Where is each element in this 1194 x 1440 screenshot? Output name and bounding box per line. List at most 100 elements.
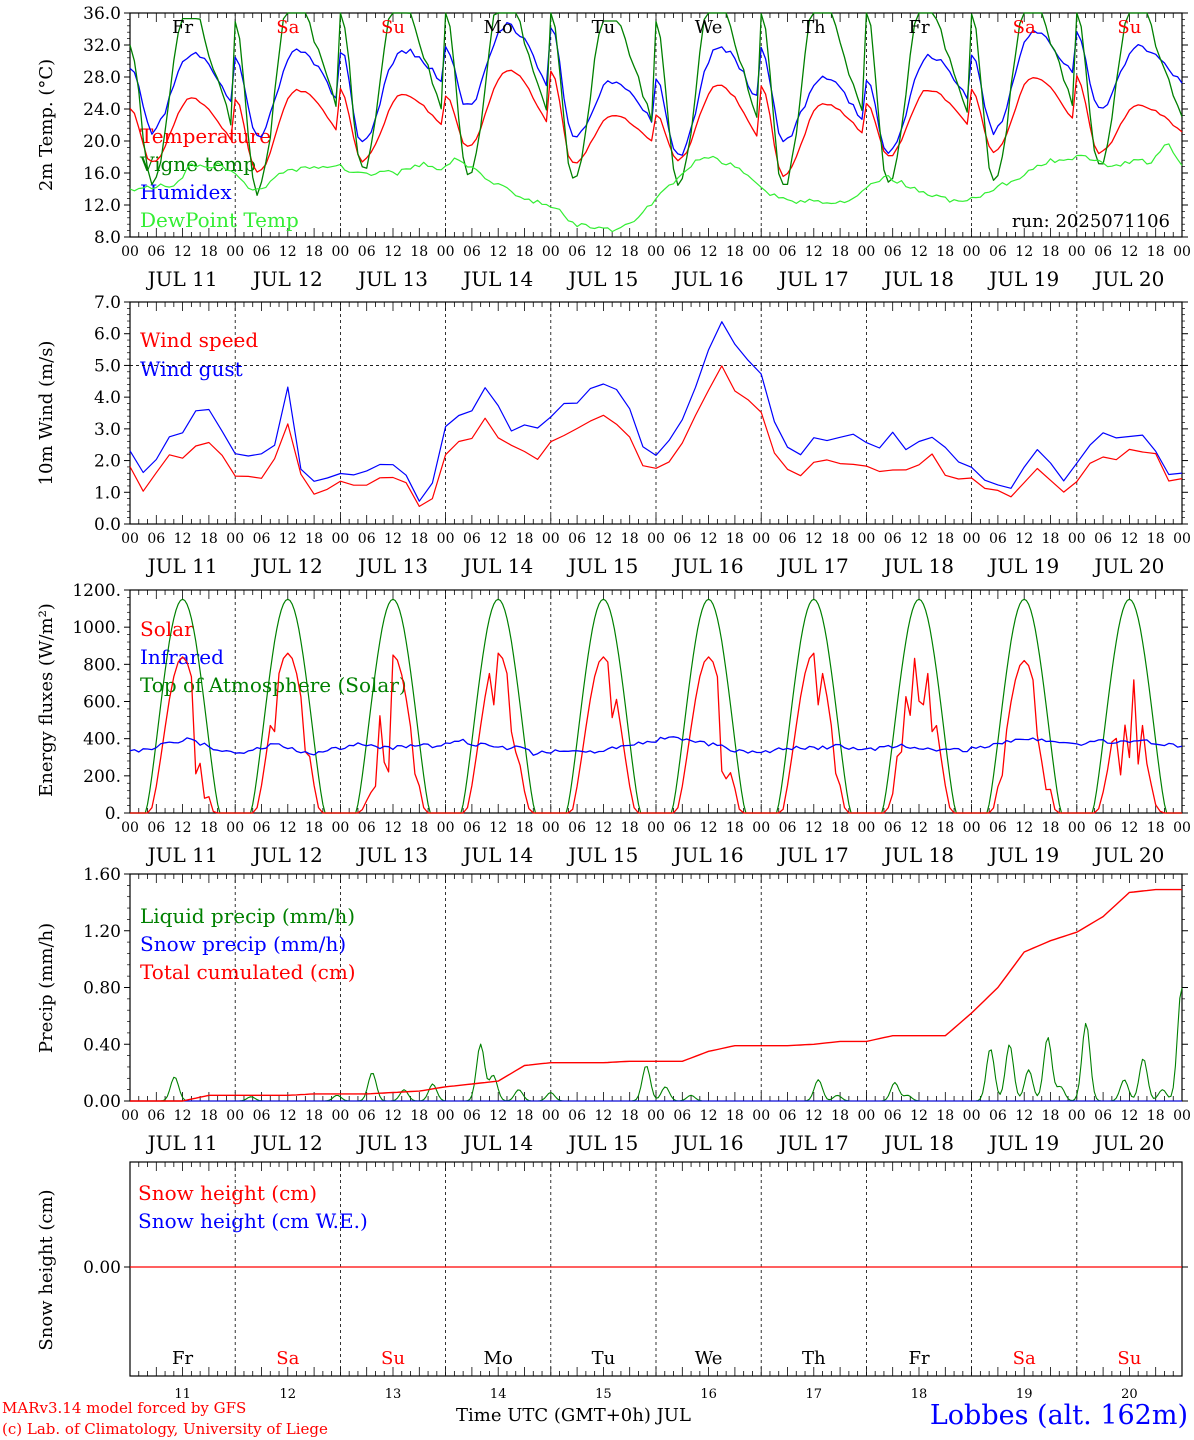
date-label: JUL 12 [251, 267, 323, 291]
hour-tick-label: 18 [410, 244, 428, 260]
y-tick-label: 7.0 [94, 293, 121, 313]
hour-tick-label: 18 [1042, 531, 1060, 547]
hour-tick-label: 00 [857, 244, 875, 260]
hour-tick-label: 18 [305, 820, 323, 836]
series-line-total-cumulated [130, 888, 1182, 1102]
hour-tick-label: 18 [1147, 1108, 1165, 1124]
y-axis-label: Precip (mm/h) [36, 923, 57, 1053]
legend-entry: DewPoint Temp [140, 208, 299, 232]
y-tick-label: 600. [83, 693, 121, 713]
hour-tick-label: 00 [752, 244, 770, 260]
hour-tick-label: 06 [779, 820, 797, 836]
hour-tick-label: 06 [253, 244, 271, 260]
series-line-temperature [129, 69, 1183, 178]
date-label: JUL 14 [461, 554, 533, 578]
date-label: JUL 20 [1092, 554, 1164, 578]
hour-tick-label: 06 [358, 531, 376, 547]
hour-tick-label: 06 [147, 1108, 165, 1124]
weekday-label: Sa [276, 17, 299, 38]
hour-tick-label: 00 [331, 820, 349, 836]
hour-tick-label: 00 [542, 244, 560, 260]
series-line-vigne-temp [129, 12, 1183, 196]
weekday-label: Fr [908, 1348, 929, 1369]
hour-tick-label: 00 [857, 1108, 875, 1124]
hour-tick-label: 18 [305, 244, 323, 260]
legend-entry: Liquid precip (mm/h) [140, 904, 355, 928]
hour-tick-label: 18 [410, 820, 428, 836]
date-label: JUL 16 [672, 843, 744, 867]
date-label: JUL 17 [777, 843, 849, 867]
date-label: JUL 11 [146, 267, 218, 291]
hour-tick-label: 06 [779, 1108, 797, 1124]
hour-tick-label: 12 [279, 531, 297, 547]
y-tick-label: 32.0 [83, 36, 121, 56]
hour-tick-label: 00 [1068, 820, 1086, 836]
date-label: JUL 12 [251, 1131, 323, 1155]
hour-tick-label: 18 [1147, 244, 1165, 260]
date-label: JUL 14 [461, 1131, 533, 1155]
hour-tick-label: 12 [384, 1108, 402, 1124]
hour-tick-label: 12 [174, 1108, 192, 1124]
y-tick-label: 12.0 [83, 196, 121, 216]
day-number-label: 16 [700, 1387, 717, 1402]
hour-tick-label: 12 [174, 820, 192, 836]
date-label: JUL 15 [566, 843, 638, 867]
hour-tick-label: 00 [963, 244, 981, 260]
date-label: JUL 13 [356, 843, 428, 867]
panel-frame [129, 589, 1183, 814]
hour-tick-label: 00 [331, 531, 349, 547]
hour-tick-label: 18 [936, 820, 954, 836]
day-number-label: 19 [1016, 1387, 1033, 1402]
y-tick-label: 0.80 [83, 979, 121, 999]
y-tick-label: 20.0 [83, 132, 121, 152]
hour-tick-label: 18 [621, 820, 639, 836]
y-axis-label: Energy fluxes (W/m²) [36, 603, 57, 797]
hour-tick-label: 18 [831, 1108, 849, 1124]
hour-tick-label: 06 [568, 244, 586, 260]
hour-tick-label: 06 [147, 531, 165, 547]
hour-tick-label: 12 [279, 244, 297, 260]
series-line-infrared [129, 736, 1183, 756]
hour-tick-label: 12 [805, 531, 823, 547]
day-number-label: 12 [280, 1387, 297, 1402]
day-number-label: 20 [1121, 1387, 1138, 1402]
date-label: JUL 19 [987, 267, 1059, 291]
y-tick-label: 36.0 [83, 4, 121, 24]
weekday-label: Sa [276, 1348, 299, 1369]
hour-tick-label: 06 [1094, 1108, 1112, 1124]
hour-tick-label: 12 [1015, 244, 1033, 260]
hour-tick-label: 12 [279, 1108, 297, 1124]
series-line-wind-speed [129, 365, 1183, 507]
y-tick-label: 4.0 [94, 388, 121, 408]
y-tick-label: 6.0 [94, 325, 121, 345]
date-label: JUL 14 [461, 843, 533, 867]
hour-tick-label: 00 [857, 820, 875, 836]
hour-tick-label: 00 [226, 1108, 244, 1124]
y-tick-label: 1.60 [83, 865, 121, 885]
hour-tick-label: 12 [1120, 244, 1138, 260]
y-tick-label: 0.40 [83, 1035, 121, 1055]
hour-tick-label: 06 [673, 244, 691, 260]
run-label: run: 2025071106 [1012, 211, 1170, 232]
weekday-label: Su [381, 1348, 405, 1369]
hour-tick-label: 12 [1015, 820, 1033, 836]
hour-tick-label: 06 [779, 531, 797, 547]
hour-tick-label: 06 [568, 531, 586, 547]
hour-tick-label: 00 [437, 531, 455, 547]
hour-tick-label: 06 [463, 820, 481, 836]
hour-tick-label: 18 [936, 1108, 954, 1124]
hour-tick-label: 00 [331, 1108, 349, 1124]
hour-tick-label: 06 [989, 531, 1007, 547]
hour-tick-label: 00 [121, 820, 139, 836]
y-axis-label: 2m Temp. (°C) [36, 59, 57, 191]
hour-tick-label: 06 [147, 244, 165, 260]
hour-tick-label: 00 [437, 1108, 455, 1124]
day-number-label: 14 [490, 1387, 507, 1402]
hour-tick-label: 06 [253, 531, 271, 547]
hour-tick-label: 06 [253, 1108, 271, 1124]
legend-entry: Snow precip (mm/h) [140, 932, 346, 956]
date-label: JUL 20 [1092, 267, 1164, 291]
hour-tick-label: 18 [200, 244, 218, 260]
legend-entry: Vigne temp [139, 152, 256, 176]
